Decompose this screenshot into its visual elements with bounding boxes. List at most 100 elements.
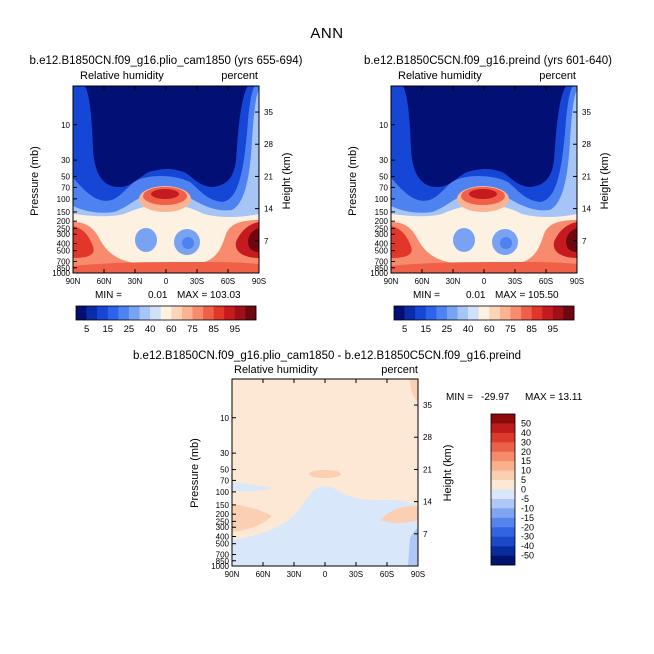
colorbar-frame — [393, 305, 575, 321]
contour-cream — [73, 204, 259, 273]
height-tick-label: 21 — [423, 465, 432, 474]
x-tick-label: 30N — [446, 277, 461, 286]
y-tick-label: 1000 — [211, 562, 229, 571]
y-tick-label: 30 — [61, 156, 70, 165]
colorbar-swatch — [491, 442, 515, 453]
y-tick-label: 100 — [57, 195, 71, 204]
height-tick-label: 14 — [423, 498, 432, 507]
min-value: 0.01 — [466, 290, 486, 301]
colorbar-swatch — [510, 306, 522, 320]
y-tick-label: 850 — [216, 557, 230, 566]
colorbar-label: 25 — [442, 324, 453, 335]
colorbar-label: 30 — [521, 437, 531, 447]
height-tick-label: 21 — [582, 172, 591, 181]
y-tick-label: 100 — [375, 195, 389, 204]
colorbar-swatch — [491, 414, 515, 424]
height-tick-label: 28 — [582, 140, 591, 149]
plot-area — [232, 379, 418, 566]
colorbar-swatch — [234, 306, 246, 320]
height-tick-label: 7 — [264, 237, 269, 246]
y-tick-label: 400 — [375, 240, 389, 249]
colorbar-swatch — [491, 555, 515, 566]
y-tick-label: 250 — [57, 224, 71, 233]
contour-bottom-red — [391, 262, 577, 273]
min-label: MIN = — [413, 290, 440, 301]
y-tick-label: 10 — [379, 121, 388, 130]
contour-light-red — [73, 220, 259, 273]
y-tick-label: 250 — [216, 517, 230, 526]
colorbar-swatch — [491, 536, 515, 547]
colorbar-swatch — [394, 306, 405, 320]
y-tick-label: 700 — [216, 551, 230, 560]
colorbar-swatch — [446, 306, 458, 320]
max-label: MAX = — [525, 392, 555, 403]
y-tick-label: 700 — [375, 258, 389, 267]
x-tick-label: 90N — [66, 277, 81, 286]
y-tick-label: 100 — [216, 488, 230, 497]
colorbar-swatch — [491, 423, 515, 434]
y-tick-label: 70 — [379, 183, 388, 192]
max-value: 13.11 — [558, 392, 583, 403]
y-tick-label: 200 — [57, 217, 71, 226]
y-tick-label: 200 — [375, 217, 389, 226]
contour-dry-blob-a — [453, 228, 475, 252]
y-tick-label: 150 — [375, 208, 389, 217]
contour-negative-region — [232, 486, 418, 566]
y-axis-label: Pressure (mb) — [347, 146, 359, 216]
plot-area — [73, 86, 259, 273]
colorbar-label: 0 — [521, 485, 526, 495]
colorbar-swatch — [491, 480, 515, 490]
x-tick-label: 60N — [97, 277, 112, 286]
y-tick-label: 400 — [57, 240, 71, 249]
contour-positive-right — [380, 506, 418, 523]
colorbar-label: 50 — [521, 418, 531, 428]
colorbar-label: 5 — [521, 475, 526, 485]
colorbar-label: 15 — [521, 456, 531, 466]
colorbar-label: -40 — [521, 541, 534, 551]
colorbar-label: 60 — [484, 324, 495, 335]
y-tick-label: 150 — [216, 501, 230, 510]
height-tick-label: 35 — [264, 108, 273, 117]
y-tick-label: 300 — [375, 230, 389, 239]
colorbar: 5 15 25 40 60 75 85 95 — [393, 305, 575, 335]
y-axis-label-right: Height (km) — [442, 445, 454, 502]
colorbar-swatch — [203, 306, 214, 320]
colorbar-swatch — [160, 306, 172, 320]
max-label: MAX = — [495, 290, 525, 301]
panel-title: b.e12.B1850C5CN.f09_g16.preind (yrs 601-… — [364, 55, 612, 67]
colorbar-label: -10 — [521, 503, 534, 513]
colorbar-swatch — [139, 306, 151, 320]
x-tick-label: 90S — [570, 277, 584, 286]
x-tick-label: 60N — [256, 570, 271, 579]
x-tick-label: 60S — [221, 277, 235, 286]
colorbar-swatch — [491, 470, 515, 481]
contour-dry-blob-a — [135, 228, 157, 252]
y-tick-label: 150 — [57, 208, 71, 217]
contour-dark-red-right — [566, 228, 577, 252]
colorbar-swatch — [181, 306, 193, 320]
colorbar-label: 95 — [548, 324, 559, 335]
colorbar-label: 20 — [521, 447, 531, 457]
height-tick-label: 35 — [582, 108, 591, 117]
min-label: MIN = — [95, 290, 122, 301]
colorbar-frame — [75, 305, 257, 321]
colorbar-label: 85 — [526, 324, 537, 335]
y-tick-label: 500 — [57, 247, 71, 256]
y-axis-label-right: Height (km) — [599, 153, 611, 210]
colorbar-swatch — [245, 306, 257, 320]
colorbar-label: 15 — [420, 324, 431, 335]
y-tick-label: 1000 — [52, 269, 70, 278]
colorbar-swatch — [552, 306, 564, 320]
colorbar-swatch — [491, 461, 515, 471]
contour-negative-right-tail — [408, 528, 418, 566]
colorbar: 5 15 25 40 60 75 85 95 — [75, 305, 257, 335]
colorbar-swatch — [491, 517, 515, 528]
right-string: percent — [381, 364, 418, 376]
min-label: MIN = — [446, 392, 473, 403]
colorbar-label: -50 — [521, 551, 534, 561]
y-tick-label: 1000 — [370, 269, 388, 278]
contour-positive-mid — [309, 470, 341, 478]
height-tick-label: 7 — [582, 237, 587, 246]
y-axis-label: Pressure (mb) — [189, 438, 201, 508]
